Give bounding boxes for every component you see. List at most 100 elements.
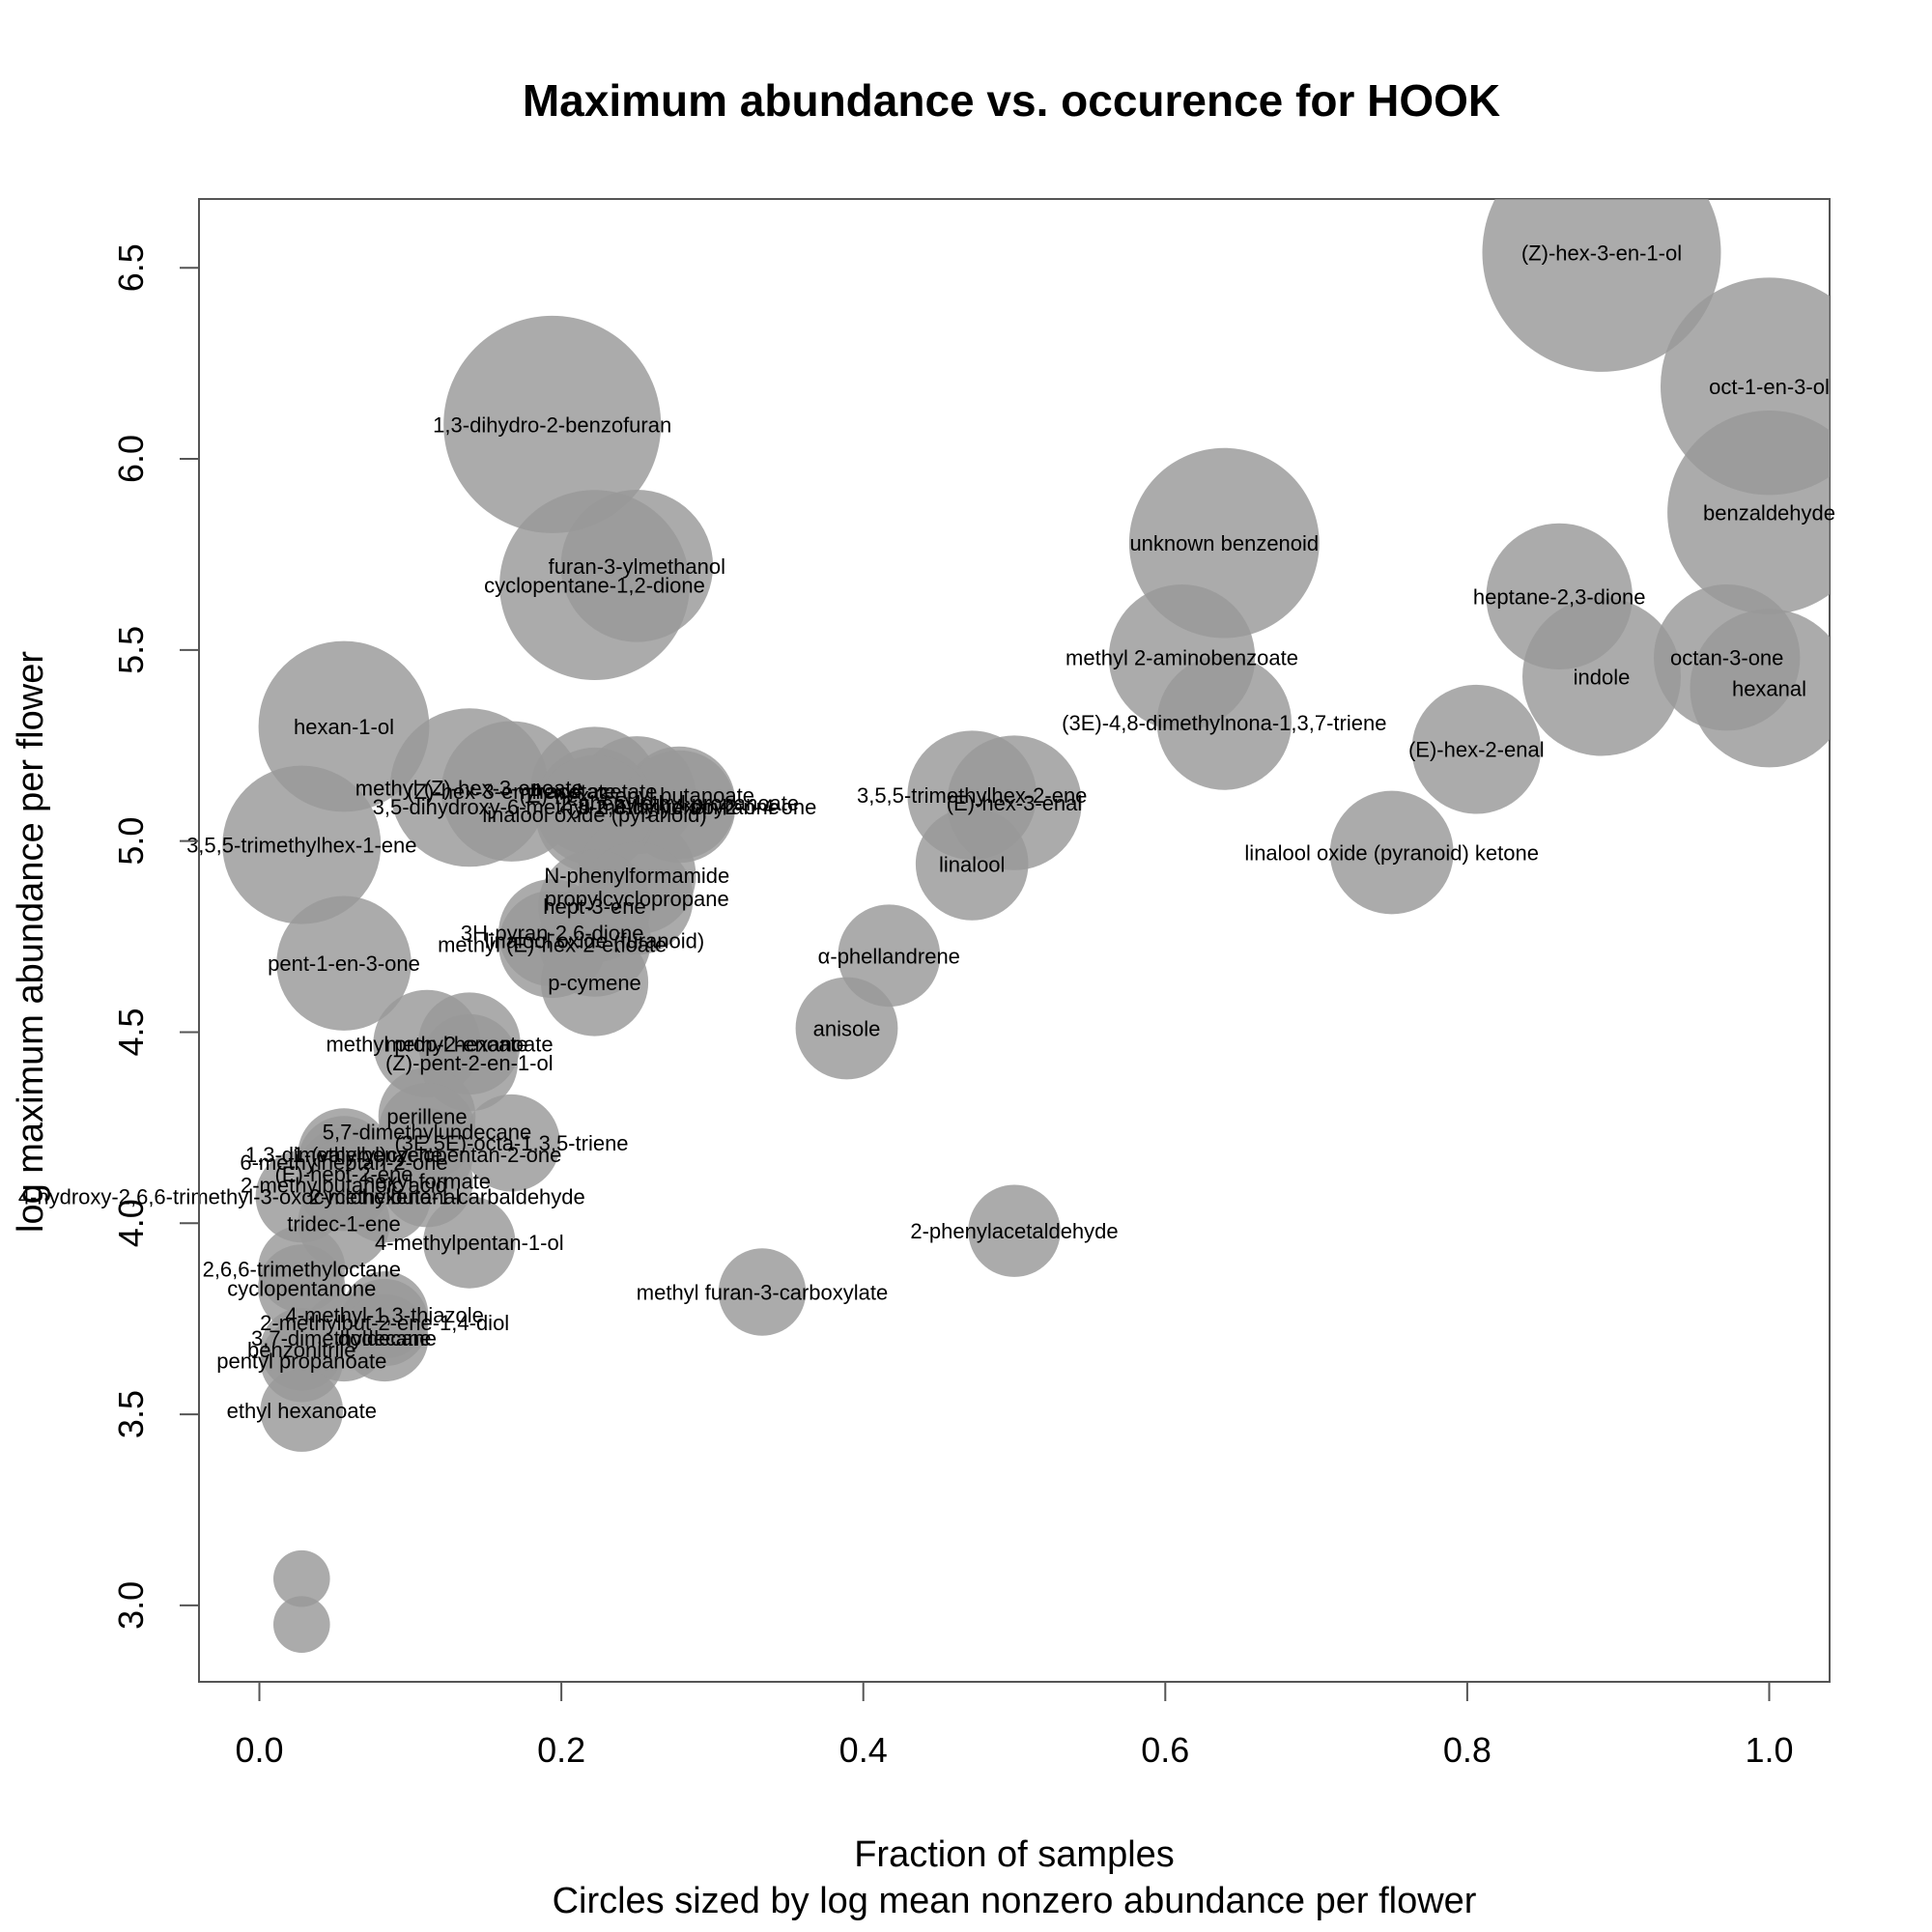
chart-title: Maximum abundance vs. occurence for HOOK [523,75,1500,126]
bubble-label: (E)-hex-3-enyl butanoate [520,783,754,808]
bubble-label: hexan-1-ol [294,715,394,739]
bubble-label: methyl (E)-hex-2-enoate [438,933,667,957]
bubble-label: 2-methylbutanal [309,1185,461,1209]
bubble-label: 6-methylheptan-2-one [240,1151,447,1175]
bubble-point [423,1196,516,1289]
bubbles-layer [222,199,1830,1653]
bubble-label: methyl 2-aminobenzoate [1065,646,1298,670]
bubble-label: 5-methylhexan-2-one [579,795,780,819]
y-tick-label: 6.0 [111,435,151,483]
y-tick-label: 5.0 [111,817,151,866]
bubble-label: methyl furan-3-carboxylate [637,1281,888,1305]
bubble-label: benzaldehyde [1703,500,1835,525]
bubble-label: 2-phenylethyl propanoate [559,791,799,815]
bubble-label: cyclopentane-1,2-dione [484,574,705,598]
bubble-label: furan-3-ylmethanol [549,554,725,579]
bubble-label: (E)-hex-3-enal [947,791,1083,815]
bubble-label: linalool oxide (furanoid) [485,929,704,953]
y-tick-label: 4.0 [111,1199,151,1247]
x-tick-label: 0.6 [1141,1730,1189,1770]
bubble-label: (E)-hept-2-ene [274,1162,412,1186]
bubble-label: octan-3-one [1670,646,1783,670]
bubble-label: anisole [813,1017,881,1041]
bubble-label: unknown benzenoid [1129,531,1319,555]
bubble-label: hept-3-ene [543,895,645,919]
bubble-label: α-phellandrene [818,944,960,968]
x-tick-label: 0.4 [839,1730,888,1770]
bubble-point [540,928,649,1037]
bubble-point [341,1293,429,1382]
bubble-label: heptane-2,3-dione [1473,584,1646,609]
x-tick-label: 0.2 [537,1730,585,1770]
bubble-label: linalool oxide (pyranoid) [482,803,706,827]
bubble-label: methyl prop-2-enoate [326,1032,527,1056]
y-axis-label: log maximum abundance per flower [11,651,51,1233]
x-tick-label: 1.0 [1745,1730,1793,1770]
x-tick-label: 0.0 [235,1730,283,1770]
bubble-label: N-phenylformamide [544,864,729,888]
bubble-label: pent-1-en-3-one [268,952,420,976]
bubble-label: 3,5,5-trimethylhex-1-ene [186,834,416,858]
bubble-label: (Z)-pent-2-en-1-ol [385,1051,554,1075]
bubble-label: 3,7-dimethyldecane [251,1326,437,1350]
bubble-label: benzonitrile [247,1338,356,1362]
bubble-label: propylcyclopropane [545,887,729,911]
bubble-point [463,1094,560,1192]
bubble-label: (E)-hex-2-enal [1408,738,1545,762]
labels-layer: (Z)-hex-3-en-1-ol oct-1-en-3-ol benzaldehy… [18,241,1835,1423]
bubble-point [968,1184,1061,1277]
x-tick-label: 0.8 [1443,1730,1492,1770]
bubble-label: 3,5,5-trimethylhex-2-ene [857,783,1087,808]
bubble-label: hexyl acetate [532,780,658,804]
bubble-label: 2-methylbutanoic acid [241,1174,447,1198]
bubble-point [718,1248,807,1336]
bubble-label: pentyl propanoate [216,1350,386,1374]
y-tick-label: 3.5 [111,1390,151,1438]
bubble-label: 1,3-dihydro-2-benzofuran [433,412,671,437]
bubble-point [795,977,898,1080]
bubble-point [915,808,1029,921]
bubble-point [222,765,382,924]
bubble-point [1690,609,1830,768]
x-axis-label: Fraction of samples [854,1834,1175,1875]
bubble-point [1156,655,1293,790]
bubble-label: 1-(valeryl)cyclopentan-2-one [293,1143,562,1167]
bubble-label: (3E)-4,8-dimethylnona-1,3,7-triene [1062,711,1386,735]
bubble-label: 2-phenylacetaldehyde [910,1219,1118,1243]
bubble-label: methyl (Z)-hex-3-enoate [355,776,583,800]
bubble-point [1667,411,1830,614]
bubble-point [1329,790,1454,915]
bubble-label: 4-methylpentan-1-ol [375,1231,564,1255]
bubble-label: (Z)-hex-3-enyl acetate [407,780,615,804]
bubble-label: hexyl formate [363,1170,491,1194]
bubble-label: oct-1-en-3-ol [1709,375,1830,399]
bubble-point [1522,597,1681,756]
bubble-label: 5,7-dimethylundecane [323,1120,531,1144]
bubble-label: linalool [939,852,1006,876]
bubble-point [1411,684,1542,814]
bubble-point [260,1369,344,1452]
y-tick-label: 6.5 [111,243,151,292]
x-axis: 0.0 0.2 0.4 0.6 0.8 1.0 [235,1681,1794,1770]
bubble-point [273,1549,330,1607]
bubble-label: ethyl hexanoate [227,1399,377,1423]
bubble-label: linalool oxide (pyranoid) ketone [1244,841,1539,866]
y-axis: 3.0 3.5 4.0 4.5 5.0 5.5 6.0 6.5 [111,243,200,1630]
bubble-label: (3E,5E)-octa-1,3,5-triene [394,1131,628,1155]
bubble-label: dodecane [338,1326,432,1350]
bubble-point [499,490,690,680]
y-tick-label: 3.0 [111,1581,151,1630]
bubble-label: hexanal [1732,676,1806,700]
bubble-label: tridec-1-ene [287,1211,400,1236]
x-axis-sublabel: Circles sized by log mean nonzero abunda… [553,1881,1477,1921]
bubble-label: 4-hydroxy-2,6,6-trimethyl-3-oxocyclohexe… [18,1185,585,1209]
bubble-label: methyl hexanoate [385,1032,554,1056]
y-tick-label: 5.5 [111,626,151,674]
bubble-label: p-cymene [548,971,641,995]
bubble-point [276,895,412,1031]
bubble-label: cyclopentanone [227,1277,376,1301]
bubble-label: 3H-pyran-2,6-dione [461,922,644,946]
y-tick-label: 4.5 [111,1008,151,1056]
bubble-label: 2,6,6-trimethyloctane [203,1258,401,1282]
